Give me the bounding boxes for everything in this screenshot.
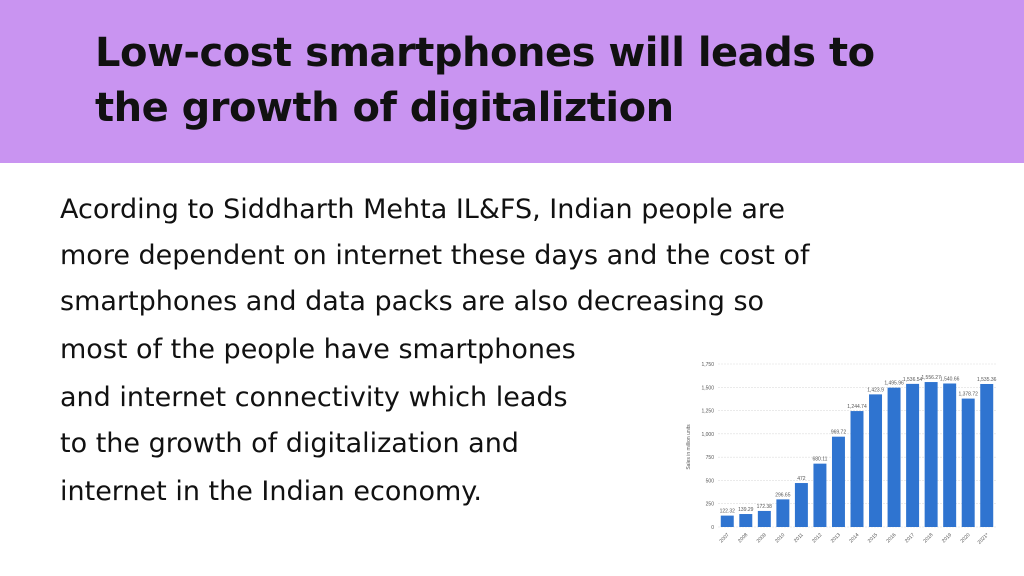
data-label: 1,423.9: [867, 387, 884, 393]
bar: [757, 510, 771, 527]
x-tick-label: 2008: [737, 532, 749, 544]
bar: [961, 398, 975, 527]
x-tick-label: 2007: [719, 532, 731, 544]
y-tick-label: 750: [706, 455, 715, 461]
bar: [887, 387, 901, 527]
y-tick-label: 1,750: [701, 362, 714, 368]
y-tick-label: 500: [706, 478, 715, 484]
title-band: [0, 0, 1024, 163]
body-text: Acording to Siddharth Mehta IL&FS, India…: [60, 194, 785, 225]
data-label: 296.65: [775, 492, 791, 498]
data-label: 969.72: [831, 430, 847, 436]
x-tick-label: 2014: [848, 532, 860, 544]
x-tick-label: 2020: [960, 532, 972, 544]
data-label: 680.11: [812, 457, 827, 463]
x-tick-label: 2009: [756, 532, 768, 544]
body-text: more dependent on internet these days an…: [60, 240, 810, 271]
bar: [980, 383, 994, 527]
data-label: 472: [797, 476, 806, 482]
bar: [924, 382, 938, 527]
data-label: 122.32: [720, 509, 736, 515]
data-label: 1,378.72: [958, 392, 978, 398]
bar: [943, 383, 957, 527]
x-tick-label: 2021*: [977, 532, 991, 546]
bar: [739, 514, 753, 527]
data-label: 1,495.96: [884, 381, 904, 387]
body-text: internet in the Indian economy.: [60, 476, 482, 507]
bar: [776, 499, 790, 527]
data-label: 1,535.36: [977, 377, 997, 383]
y-tick-label: 1,250: [701, 409, 714, 415]
data-label: 172.38: [757, 504, 773, 510]
body-text: and internet connectivity which leads: [60, 382, 568, 413]
y-tick-label: 1,500: [701, 385, 714, 391]
x-tick-label: 2011: [793, 532, 805, 544]
x-tick-label: 2012: [811, 532, 823, 544]
chart: Sales in million units 0 250 500 750 1,000 1,…: [686, 362, 997, 546]
bar: [794, 483, 808, 527]
bar: [906, 383, 920, 527]
x-tick-label: 2018: [922, 532, 934, 544]
data-label: 1,556.27: [921, 375, 941, 381]
bar: [720, 515, 734, 527]
bar: [831, 436, 845, 527]
x-tick-label: 2017: [904, 532, 916, 544]
title: Low-cost smartphones will leads to: [95, 30, 875, 76]
bar: [813, 463, 827, 527]
x-tick-label: 2015: [867, 532, 879, 544]
body-text: most of the people have smartphones: [60, 334, 576, 365]
title: the growth of digitaliztion: [95, 85, 674, 131]
data-label: 1,540.66: [940, 376, 960, 382]
y-axis-label: Sales in million units: [686, 424, 692, 470]
data-label: 1,244.74: [847, 404, 867, 410]
bar: [850, 411, 864, 527]
x-tick-label: 2019: [941, 532, 953, 544]
y-tick-label: 250: [706, 502, 715, 508]
x-tick-label: 2016: [885, 532, 897, 544]
x-tick-label: 2013: [830, 532, 842, 544]
y-tick-label: 0: [711, 525, 714, 531]
data-label: 1,536.54: [903, 377, 923, 383]
body-text: smartphones and data packs are also decr…: [60, 286, 765, 317]
x-tick-label: 2010: [774, 532, 786, 544]
y-tick-label: 1,000: [701, 432, 714, 438]
bar: [869, 394, 883, 527]
data-label: 139.29: [738, 507, 754, 513]
body-text: to the growth of digitalization and: [60, 428, 519, 459]
